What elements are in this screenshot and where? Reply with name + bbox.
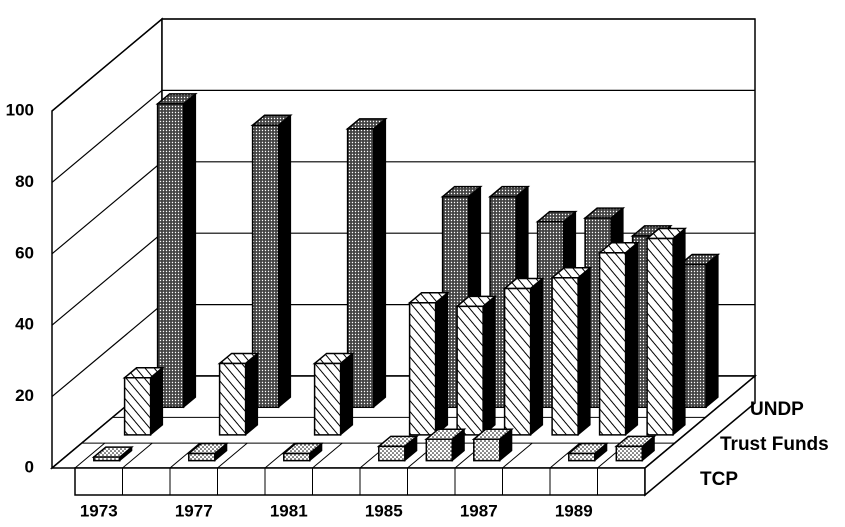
bar <box>551 277 579 436</box>
bar <box>408 302 437 436</box>
legend-label: Trust Funds <box>720 434 829 455</box>
bar-side <box>482 295 496 436</box>
bar <box>156 103 185 409</box>
bar-side <box>672 227 686 436</box>
bar <box>93 456 121 462</box>
bar-side <box>245 352 259 436</box>
floor-side <box>644 374 756 497</box>
grid-line <box>51 161 163 255</box>
bar-side <box>577 266 591 436</box>
floor-line <box>74 442 106 469</box>
bar <box>188 452 216 462</box>
y-tick-label: 100 <box>6 100 34 119</box>
y-tick-label: 60 <box>15 243 34 262</box>
grid-line <box>51 89 163 183</box>
grid-line <box>51 304 163 398</box>
bar-side <box>373 117 387 409</box>
grid-line <box>51 232 163 326</box>
bar <box>218 362 247 436</box>
bar-side <box>705 253 719 409</box>
legend-label: UNDP <box>750 399 804 420</box>
x-tick-label: 1981 <box>270 501 308 520</box>
bar <box>123 377 152 436</box>
floor-line <box>122 442 153 469</box>
bar-side <box>183 92 197 409</box>
bar <box>568 452 596 462</box>
bar <box>378 445 406 462</box>
bar <box>615 445 644 462</box>
floor-line <box>502 442 533 469</box>
bar <box>456 305 484 436</box>
bar <box>283 452 311 462</box>
bar <box>473 438 501 462</box>
legend-label: TCP <box>700 469 738 490</box>
bar <box>503 287 532 436</box>
bar-side <box>625 241 639 436</box>
bar-side <box>278 114 292 409</box>
floor-line <box>217 442 248 469</box>
y-tick-label: 20 <box>15 386 34 405</box>
bar-side <box>340 352 354 436</box>
x-tick-label: 1987 <box>460 501 498 520</box>
y-tick-label: 40 <box>15 315 34 334</box>
bar-side <box>435 291 449 436</box>
bar <box>313 362 342 436</box>
x-tick-label: 1977 <box>175 501 213 520</box>
y-tick-label: 0 <box>25 457 34 476</box>
floor-line <box>549 442 581 469</box>
floor-line <box>169 442 201 469</box>
bar-side <box>150 366 164 436</box>
x-tick-label: 1989 <box>555 501 593 520</box>
floor-line <box>312 442 343 469</box>
bar <box>598 252 627 436</box>
y-tick-label: 80 <box>15 172 34 191</box>
grid-line <box>51 18 163 112</box>
x-tick-label: 1973 <box>80 501 118 520</box>
x-tick-label: 1985 <box>365 501 403 520</box>
bar <box>425 438 454 462</box>
floor-line <box>264 442 296 469</box>
bar <box>646 237 674 436</box>
bar-side <box>530 277 544 436</box>
